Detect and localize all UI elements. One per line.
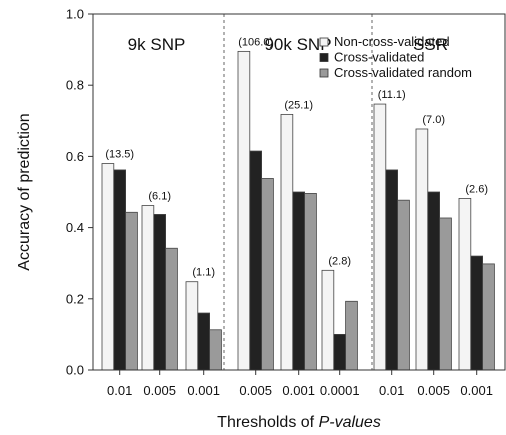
x-tick-label: 0.01	[107, 383, 132, 398]
y-tick-label: 0.0	[66, 363, 84, 378]
bar	[292, 191, 305, 371]
bar	[321, 269, 335, 371]
legend-entry: Cross-validated random	[334, 65, 472, 80]
x-axis-title-prefix: Thresholds of	[217, 414, 318, 431]
x-tick-label: 0.01	[379, 383, 404, 398]
x-tick-label: 0.005	[239, 383, 272, 398]
data-label: (7.0)	[422, 114, 445, 126]
bar	[113, 169, 127, 371]
data-label: (6.1)	[148, 191, 171, 203]
bar	[470, 255, 483, 371]
bar	[304, 193, 317, 371]
bar	[333, 333, 346, 371]
bar	[197, 312, 211, 371]
legend-swatch	[319, 68, 329, 78]
bar	[249, 150, 263, 371]
panel-title: 90k SNP	[264, 35, 331, 54]
data-label: (25.1)	[284, 99, 313, 111]
legend-entry: Cross-validated	[334, 50, 424, 65]
bar	[153, 214, 167, 371]
data-label: (2.8)	[328, 255, 351, 267]
bar	[261, 178, 274, 371]
bar	[482, 263, 495, 371]
legend-swatch	[319, 53, 329, 62]
x-axis-title: Thresholds of P-values	[217, 414, 381, 431]
x-tick-label: 0.005	[143, 383, 176, 398]
legend-entry: Non-cross-validated	[334, 34, 450, 49]
x-tick-label: 0.0001	[320, 383, 360, 398]
x-tick-label: 0.001	[187, 383, 220, 398]
data-label: (2.6)	[465, 183, 488, 195]
panel-title: 9k SNP	[128, 35, 186, 54]
bar	[209, 329, 222, 371]
y-tick-label: 1.0	[66, 7, 84, 22]
bar	[165, 247, 178, 371]
bar	[280, 113, 294, 371]
legend-swatch	[319, 37, 329, 47]
x-tick-label: 0.005	[417, 383, 450, 398]
y-tick-label: 0.8	[66, 78, 84, 93]
data-label: (1.1)	[192, 267, 215, 279]
panel-title: SSR	[413, 35, 448, 54]
bar	[397, 199, 410, 371]
bar	[373, 103, 387, 371]
bar	[237, 50, 251, 371]
y-axis-title: Accuracy of prediction	[16, 113, 33, 270]
x-tick-label: 0.001	[460, 383, 493, 398]
bar	[101, 163, 115, 371]
bar	[427, 191, 440, 371]
bar	[458, 198, 472, 371]
data-label: (11.1)	[378, 89, 406, 101]
bar	[185, 281, 199, 371]
bar	[415, 128, 429, 371]
y-tick-label: 0.4	[66, 220, 84, 235]
bar	[345, 300, 358, 371]
bar	[439, 217, 452, 371]
y-tick-label: 0.6	[66, 149, 84, 164]
y-tick-label: 0.2	[66, 291, 84, 306]
x-tick-label: 0.001	[282, 383, 315, 398]
data-label: (106.0)	[238, 36, 273, 48]
x-axis-title-italic: P-values	[319, 414, 381, 431]
bar	[385, 169, 398, 371]
data-label: (13.5)	[105, 149, 134, 161]
bar	[125, 211, 138, 371]
bar	[141, 205, 155, 371]
